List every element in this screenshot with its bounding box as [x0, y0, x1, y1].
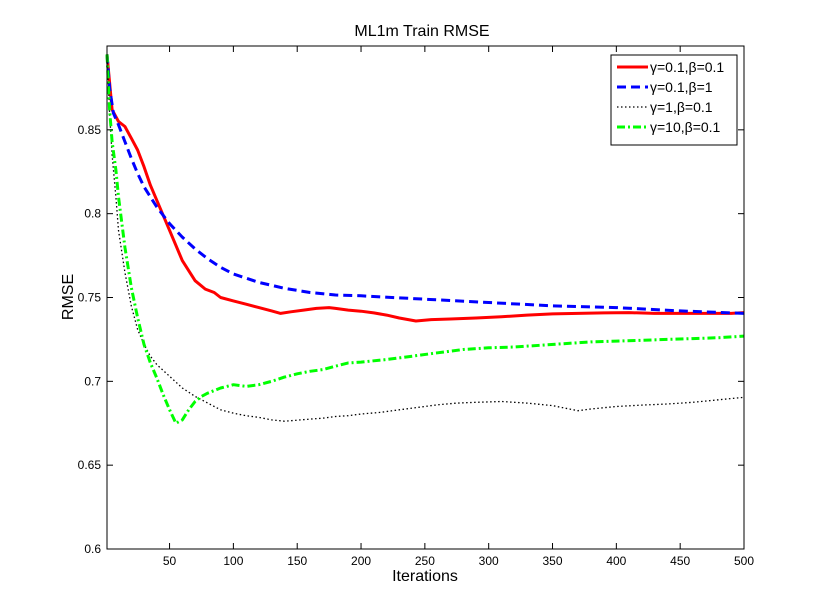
x-tick-label: 50	[163, 554, 177, 568]
y-tick-label: 0.75	[78, 291, 102, 305]
series-layer	[105, 54, 745, 425]
x-tick-label: 300	[479, 554, 499, 568]
x-tick-label: 400	[606, 554, 626, 568]
y-tick-label: 0.8	[84, 207, 101, 221]
x-tick-label: 350	[543, 554, 563, 568]
y-tick-label: 0.65	[78, 458, 102, 472]
series-line-2	[105, 54, 745, 315]
legend-label-4: γ=10,β=0.1	[650, 119, 721, 135]
legend-label-2: γ=0.1,β=1	[650, 79, 713, 95]
x-tick-label: 100	[223, 554, 243, 568]
y-tick-label: 0.85	[78, 123, 102, 137]
y-axis-label: RMSE	[60, 274, 77, 320]
series-line-4	[105, 54, 745, 425]
y-tick-label: 0.6	[84, 542, 101, 556]
legend-label-3: γ=1,β=0.1	[650, 99, 713, 115]
legend-box	[610, 54, 738, 146]
legend-label-1: γ=0.1,β=0.1	[650, 59, 724, 75]
x-tick-label: 250	[415, 554, 435, 568]
y-tick-label: 0.7	[84, 374, 101, 388]
series-line-3	[106, 54, 745, 422]
x-tick-label: 500	[734, 554, 754, 568]
x-tick-label: 450	[670, 554, 690, 568]
legend: γ=0.1,β=0.1 γ=0.1,β=1 γ=1,β=0.1 γ=10,β=0.1	[610, 54, 738, 146]
series-line-1	[105, 54, 745, 323]
chart-title: ML1m Train RMSE	[354, 23, 489, 40]
x-tick-label: 200	[351, 554, 371, 568]
x-tick-label: 150	[287, 554, 307, 568]
x-axis-label: Iterations	[392, 568, 458, 585]
ticks-layer: 50 100 150 200 250 300 350 400 450 500 0.6 0.65 0.7 0…	[78, 46, 754, 568]
